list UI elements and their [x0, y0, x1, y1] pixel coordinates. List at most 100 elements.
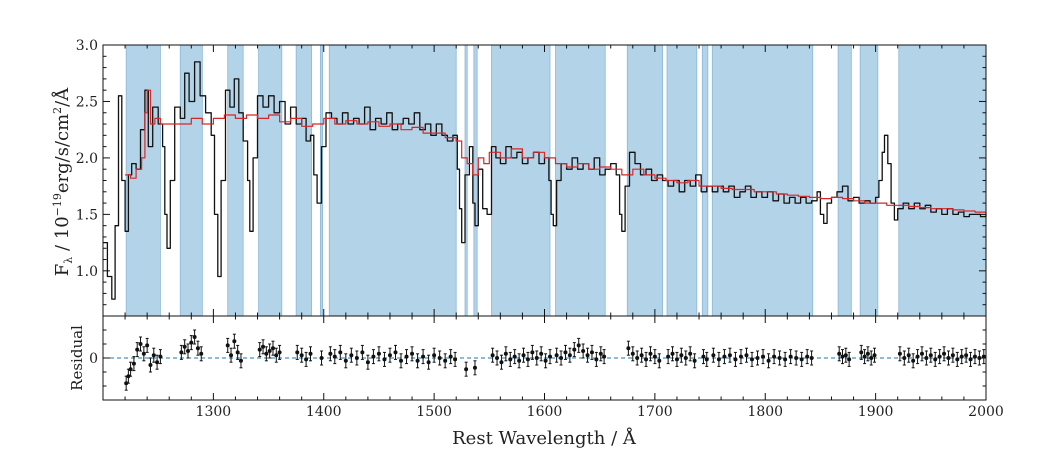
y-tick-label: 2.0	[76, 151, 98, 167]
residual-point	[581, 343, 586, 359]
x-tick-label: 2000	[968, 404, 1004, 420]
residual-point	[727, 347, 732, 363]
residual-marker	[652, 354, 657, 359]
residual-point	[195, 340, 200, 356]
residual-marker	[277, 350, 282, 355]
residual-point	[805, 349, 810, 365]
residual-point	[530, 344, 535, 360]
residual-marker	[589, 350, 594, 355]
residual-marker	[704, 357, 709, 362]
residual-marker	[847, 357, 852, 362]
residual-point	[744, 347, 749, 363]
residual-point	[554, 347, 559, 363]
spectrum-series	[103, 61, 987, 300]
residual-point	[959, 349, 964, 365]
residual-marker	[777, 356, 782, 360]
residual-marker	[543, 358, 548, 363]
spectrum-y-tick-labels: 1.0 1.5 2.0 2.5 3.0	[76, 38, 98, 280]
masked-region-14	[701, 44, 709, 317]
masked-region-15	[711, 44, 814, 317]
residual-point	[598, 346, 603, 362]
residual-point	[304, 351, 309, 367]
residual-marker	[915, 354, 920, 359]
x-tick-label: 1700	[637, 404, 673, 420]
residual-point	[148, 357, 153, 373]
residual-marker	[371, 354, 376, 359]
residual-point	[267, 343, 272, 359]
residual-marker	[199, 351, 204, 356]
residual-point	[794, 350, 799, 366]
residual-marker	[602, 354, 607, 359]
residual-point	[371, 349, 376, 365]
residual-marker	[338, 350, 343, 355]
residual-marker	[937, 354, 942, 359]
residual-marker	[766, 358, 771, 363]
residual-point	[722, 349, 727, 365]
residual-point	[733, 351, 738, 367]
residual-point	[548, 349, 553, 365]
residual-marker	[525, 357, 530, 362]
residual-marker	[437, 356, 442, 360]
residual-point	[257, 342, 262, 358]
residual-marker	[421, 354, 426, 359]
residual-point	[674, 351, 679, 367]
residual-point	[869, 350, 874, 366]
residual-point	[517, 353, 522, 369]
residual-marker	[145, 343, 150, 348]
residual-marker	[744, 353, 749, 358]
residual-point	[448, 349, 453, 365]
residual-point	[399, 353, 404, 369]
residual-marker	[865, 351, 870, 356]
residual-marker	[563, 350, 568, 355]
residual-point	[872, 347, 877, 363]
residual-marker	[274, 353, 279, 358]
residual-point	[933, 351, 938, 367]
residual-marker	[131, 361, 136, 366]
residual-marker	[805, 354, 810, 359]
residual-marker	[399, 358, 404, 363]
residual-marker	[761, 354, 766, 359]
residual-point	[512, 349, 517, 365]
residual-marker	[128, 367, 133, 372]
x-tick-label: 1400	[306, 404, 342, 420]
residual-point	[490, 347, 495, 363]
residual-point	[679, 347, 684, 363]
residual-point	[543, 353, 548, 369]
residual-marker	[393, 350, 398, 355]
residual-marker	[924, 356, 929, 360]
residual-marker	[972, 354, 977, 359]
masked-region-10	[491, 44, 551, 317]
masked-region-7	[328, 44, 457, 317]
residual-marker	[354, 356, 359, 360]
residual-point	[626, 340, 631, 356]
residual-point	[437, 350, 442, 366]
residual-marker	[499, 360, 504, 365]
residual-point	[319, 350, 324, 366]
residual-point	[508, 351, 513, 367]
residual-marker	[837, 351, 842, 356]
masked-region-18	[898, 44, 987, 317]
residual-point	[630, 346, 635, 362]
y-tick-label: 2.5	[76, 94, 98, 110]
residual-point	[906, 347, 911, 363]
residual-marker	[448, 354, 453, 359]
residual-marker	[530, 350, 535, 355]
residual-point	[946, 350, 951, 366]
residual-point	[942, 346, 947, 362]
residual-marker	[727, 353, 732, 358]
residual-point	[859, 344, 864, 360]
residual-marker	[365, 360, 370, 365]
masked-region-2	[179, 44, 203, 317]
residual-marker	[235, 350, 240, 355]
residual-point	[683, 350, 688, 366]
residual-marker	[151, 353, 156, 358]
residual-point	[576, 337, 581, 353]
residual-point	[666, 349, 671, 365]
residual-marker	[567, 353, 572, 358]
residual-point	[415, 353, 420, 369]
residual-point	[563, 344, 568, 360]
spectrum-ticks	[102, 44, 987, 317]
residual-point	[585, 347, 590, 363]
residual-marker	[911, 358, 916, 363]
residual-marker	[630, 351, 635, 356]
